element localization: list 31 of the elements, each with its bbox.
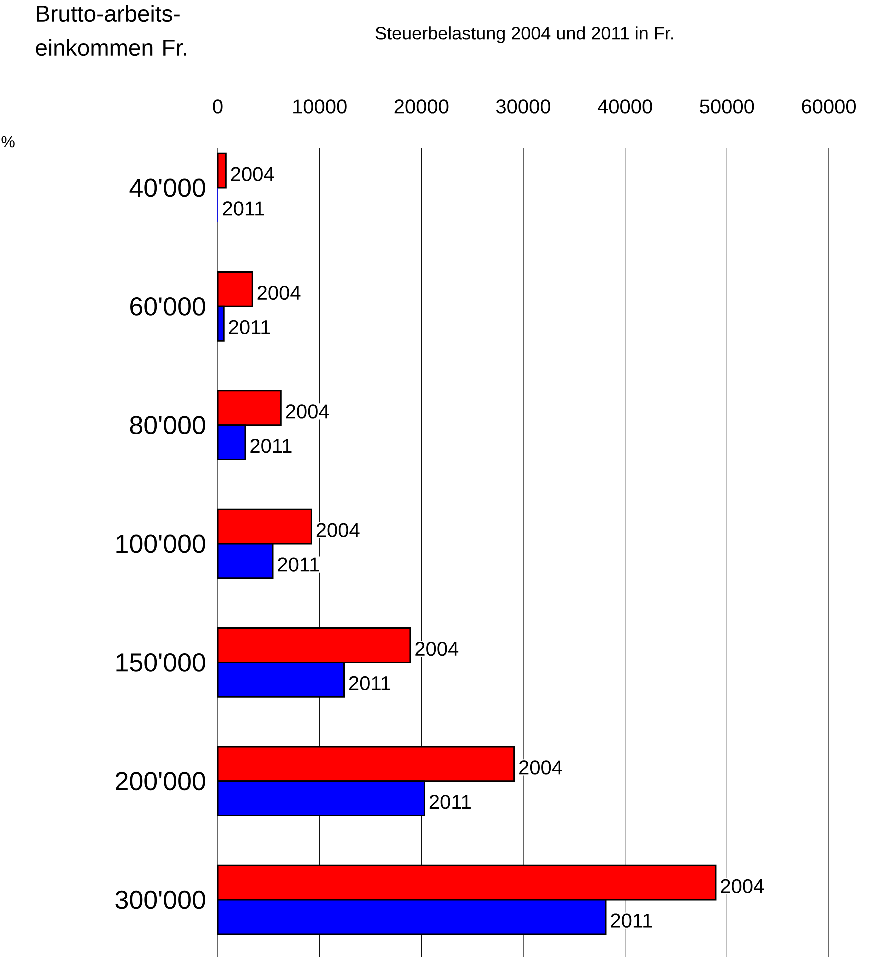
text: 2011 bbox=[430, 795, 471, 810]
y-tick-label: 60'000 bbox=[130, 297, 206, 316]
x-tick-label: 0 bbox=[213, 100, 223, 114]
text: 2004 bbox=[721, 879, 764, 894]
x-tick-label: 10000 bbox=[294, 100, 347, 114]
y-tick-label: 300'000 bbox=[116, 890, 206, 910]
x-tick-label: 40000 bbox=[598, 100, 652, 114]
x-tick-label: 30000 bbox=[496, 100, 551, 114]
y-tick-label: 150'000 bbox=[116, 653, 206, 672]
text: 2011 bbox=[278, 558, 320, 572]
y-axis-title: Brutto-arbeits-einkommen Fr. bbox=[36, 5, 186, 56]
text: 2004 bbox=[286, 404, 330, 419]
text: 2011 bbox=[229, 320, 270, 335]
text: % bbox=[2, 136, 15, 148]
text: 2004 bbox=[258, 286, 301, 300]
text: 2011 bbox=[611, 914, 652, 928]
text: 2004 bbox=[416, 642, 459, 656]
text: 2011 bbox=[349, 676, 391, 691]
x-tick-label: 60000 bbox=[802, 100, 856, 114]
series-label: 2004 bbox=[520, 760, 562, 775]
y-tick-label: 200'000 bbox=[116, 772, 206, 791]
chart-title: Steuerbelastung 2004 und 2011 in Fr. bbox=[376, 26, 674, 44]
text: 2004 bbox=[231, 167, 274, 182]
y-tick-label: 80'000 bbox=[130, 416, 206, 435]
legend-label: 2011 bbox=[223, 202, 264, 216]
text: 2004 bbox=[316, 523, 360, 538]
y-tick-label: 100'000 bbox=[116, 534, 206, 554]
text: 2011 bbox=[250, 439, 292, 454]
y-tick-label: 40'000 bbox=[130, 178, 206, 198]
x-tick-label: 20000 bbox=[394, 100, 449, 114]
x-tick-label: 50000 bbox=[700, 100, 754, 114]
